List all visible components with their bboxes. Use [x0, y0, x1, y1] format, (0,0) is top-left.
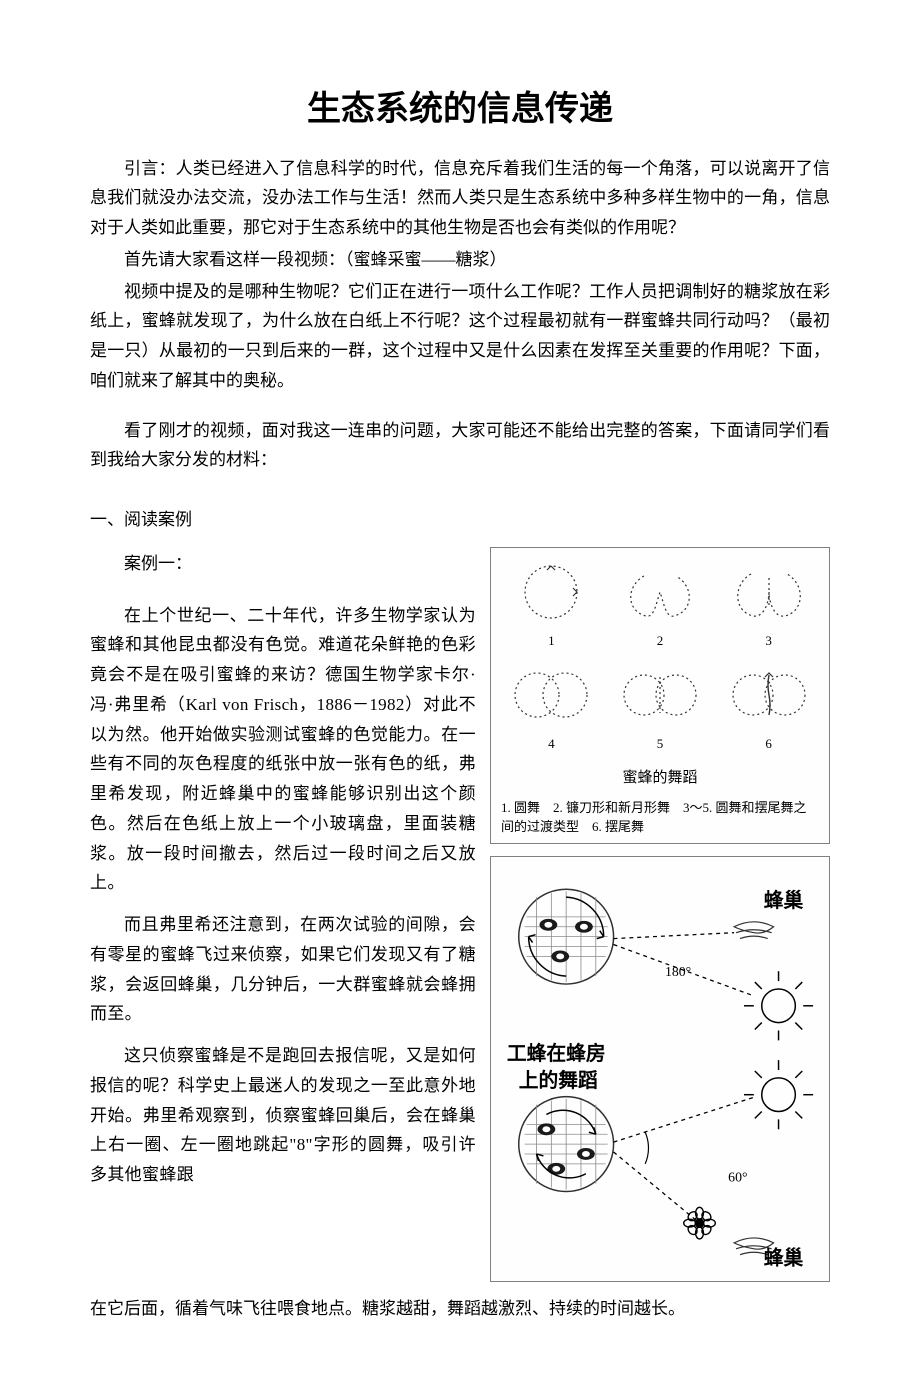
angle-label: 180°: [665, 964, 691, 979]
case-1-heading: 案例一：: [90, 549, 476, 579]
sun-icon: [744, 971, 813, 1040]
dance-cell-5: 5: [610, 659, 710, 756]
dance-grid: 1 2 3: [497, 556, 823, 756]
dance-cell-2: 2: [610, 556, 710, 653]
left-column: 案例一： 在上个世纪一、二十年代，许多生物学家认为蜜蜂和其他昆虫都没有色觉。难道…: [90, 547, 476, 1192]
dance-shape-icon: [723, 659, 815, 731]
hive-label: 蜂巢: [764, 889, 804, 912]
spacer: [90, 398, 830, 416]
case-1-para-3: 这只侦察蜜蜂是不是跑回去报信呢，又是如何报信的呢？科学史上最迷人的发现之一至此意…: [90, 1041, 476, 1190]
dance-cell-4: 4: [501, 659, 601, 756]
angle-label: 60°: [728, 1169, 747, 1184]
dance-cell-1: 1: [501, 556, 601, 653]
dance-shape-icon: [614, 556, 706, 628]
dance-shape-icon: [614, 659, 706, 731]
spacer: [90, 900, 476, 910]
dance-shape-icon: [505, 659, 597, 731]
page-title: 生态系统的信息传递: [90, 80, 830, 140]
document-page: 生态系统的信息传递 引言：人类已经进入了信息科学的时代，信息充斥着我们生活的每一…: [0, 0, 920, 1385]
intro-para-3: 视频中提及的是哪种生物呢？它们正在进行一项什么工作呢？工作人员把调制好的糖浆放在…: [90, 277, 830, 396]
dance-number: 4: [548, 733, 555, 756]
dance-cell-3: 3: [719, 556, 819, 653]
spacer: [90, 1031, 476, 1041]
figure-hive-sun: 蜂巢 180°: [490, 856, 830, 1282]
case-1-tail: 在它后面，循着气味飞往喂食地点。糖浆越甜，舞蹈越激烈、持续的时间越长。: [90, 1294, 830, 1324]
dance-shape-icon: [505, 556, 597, 628]
case-1-para-2: 而且弗里希还注意到，在两次试验的间隙，会有零星的蜜蜂飞过来侦察，如果它们发现又有…: [90, 910, 476, 1029]
dance-number: 2: [657, 630, 664, 653]
hive-label: 蜂巢: [764, 1246, 804, 1269]
right-column: 1 2 3: [490, 547, 830, 1294]
sun-icon: [744, 1060, 813, 1129]
figure-legend: 1. 圆舞 2. 镰刀形和新月形舞 3～5. 圆舞和摆尾舞之间的过渡类型 6. …: [497, 798, 823, 837]
flower-icon: [684, 1207, 716, 1239]
case-1-para-1: 在上个世纪一、二十年代，许多生物学家认为蜜蜂和其他昆虫都没有色觉。难道花朵鲜艳的…: [90, 601, 476, 899]
spacer: [90, 591, 476, 601]
two-column-layout: 案例一： 在上个世纪一、二十年代，许多生物学家认为蜜蜂和其他昆虫都没有色觉。难道…: [90, 547, 830, 1294]
hive-comb-top-icon: [519, 889, 614, 984]
intro-para-1: 引言：人类已经进入了信息科学的时代，信息充斥着我们生活的每一个角落，可以说离开了…: [90, 154, 830, 243]
section-heading-1: 一、阅读案例: [90, 505, 830, 535]
hive-comb-bottom-icon: [519, 1096, 614, 1191]
dance-number: 1: [548, 630, 555, 653]
center-label-2: 上的舞蹈: [519, 1068, 598, 1091]
intro-para-2: 首先请大家看这样一段视频：（蜜蜂采蜜——糖浆）: [90, 245, 830, 275]
dance-number: 3: [765, 630, 772, 653]
dance-number: 5: [657, 733, 664, 756]
spacer: [90, 477, 830, 495]
dance-number: 6: [765, 733, 772, 756]
dance-cell-6: 6: [719, 659, 819, 756]
nest-icon: [734, 921, 774, 938]
figure-caption: 蜜蜂的舞蹈: [497, 765, 823, 791]
intro-para-4: 看了刚才的视频，面对我这一连串的问题，大家可能还不能给出完整的答案，下面请同学们…: [90, 416, 830, 476]
hive-sun-diagram: 蜂巢 180°: [497, 865, 823, 1275]
center-label-1: 工蜂在蜂房: [507, 1042, 606, 1065]
dance-shape-icon: [723, 556, 815, 628]
figure-bee-dances: 1 2 3: [490, 547, 830, 844]
